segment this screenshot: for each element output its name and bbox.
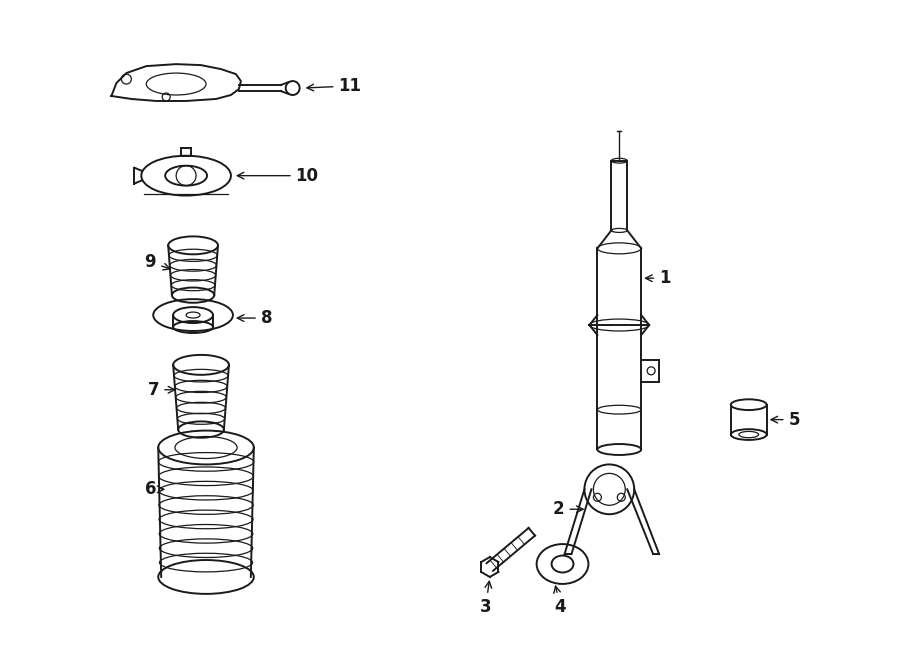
Text: 3: 3	[480, 581, 491, 616]
Text: 5: 5	[771, 410, 800, 428]
Text: 1: 1	[645, 269, 670, 288]
Text: 4: 4	[554, 586, 566, 616]
Text: 11: 11	[307, 77, 362, 95]
Text: 10: 10	[238, 167, 319, 184]
Text: 6: 6	[145, 481, 164, 498]
Text: 2: 2	[553, 500, 583, 518]
Text: 9: 9	[145, 253, 170, 271]
Text: 8: 8	[238, 309, 273, 327]
Text: 7: 7	[148, 381, 175, 399]
